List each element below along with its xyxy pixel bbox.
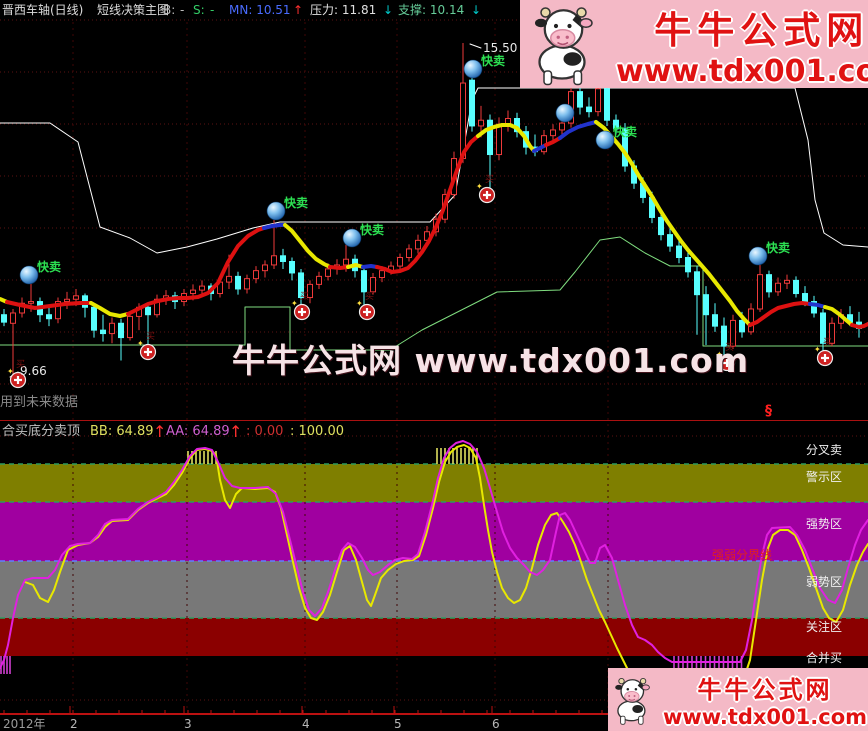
zone-label: 强势区: [806, 517, 843, 531]
range-max-value: : 100.00: [290, 424, 344, 439]
banner-site-name: 牛牛公式网: [697, 676, 833, 704]
svg-text:✦: ✦: [716, 350, 723, 359]
peak-price-label: 15.50: [483, 41, 518, 55]
b-label: B:: [163, 3, 176, 17]
svg-text:✦: ✦: [814, 345, 821, 354]
b-value: -: [180, 3, 185, 17]
center-watermark: 牛牛公式网 www.tdx001.com: [232, 341, 750, 380]
mn-up-arrow-icon: ↑: [293, 3, 304, 17]
watermark-banner-top: 牛牛公式网 www.tdx001.com: [520, 0, 868, 89]
aa-value: AA: 64.89: [166, 424, 230, 439]
cow-logo-icon: [535, 7, 593, 86]
s-value: -: [210, 3, 215, 17]
support-down-arrow-icon: ↓: [471, 3, 482, 17]
section-sign: §: [765, 403, 772, 419]
zone-label: 合并买: [806, 651, 843, 665]
low-price-label: 9.66: [20, 364, 47, 378]
zone-label: 分叉卖: [806, 443, 843, 457]
sell-signal-label: 快卖: [766, 241, 791, 255]
stock-title: 晋西车轴(日线): [2, 3, 84, 17]
month-label: 4: [302, 717, 310, 731]
svg-text:✦: ✦: [7, 367, 14, 376]
buy-signal-glyph: 买: [823, 338, 833, 348]
month-label: 3: [184, 717, 192, 731]
sell-signal-label: 快卖: [613, 125, 638, 139]
buy-signal-glyph: 买: [146, 332, 156, 342]
sell-signal-label: 快卖: [481, 54, 506, 68]
sell-signal-label: 快卖: [37, 260, 62, 274]
pressure-value: 压力: 11.81: [310, 3, 377, 17]
watermark-banner-bottom: 牛牛公式网 www.tdx001.com: [608, 668, 868, 731]
svg-text:✦: ✦: [476, 182, 483, 191]
future-data-warning: 用到未来数据: [0, 395, 79, 410]
svg-text:✦: ✦: [356, 299, 363, 308]
buy-signal-glyph: 买: [365, 292, 375, 302]
aa-up-arrow-icon: ↑: [229, 422, 243, 441]
month-label: 6: [492, 717, 500, 731]
svg-text:✦: ✦: [291, 299, 298, 308]
month-label: 2012年: [3, 717, 46, 731]
buy-signal-glyph: 买: [16, 360, 26, 370]
svg-text:✦: ✦: [137, 339, 144, 348]
cow-logo-icon: [615, 677, 650, 725]
month-label: 5: [394, 717, 402, 731]
sub-indicator-name: 合买底分卖顶: [2, 424, 81, 439]
zone-label: 弱势区: [806, 575, 843, 589]
banner-site-url: www.tdx001.com: [616, 53, 868, 89]
banner-site-name: 牛牛公式网: [654, 8, 868, 52]
buy-signal-glyph: 买: [725, 343, 735, 353]
buy-signal-glyph: 买: [485, 175, 495, 185]
support-value: 支撑: 10.14: [398, 3, 465, 17]
banner-site-url: www.tdx001.com: [662, 705, 868, 729]
range-min-value: : 0.00: [246, 424, 284, 439]
buy-signal-glyph: 买: [300, 292, 310, 302]
zone-label: 关注区: [806, 620, 843, 634]
sell-signal-label: 快卖: [284, 196, 309, 210]
sell-signal-label: 快卖: [360, 223, 385, 237]
bb-up-arrow-icon: ↑: [153, 422, 167, 441]
month-label: 2: [70, 717, 78, 731]
indicator-title: 短线决策主图: [97, 3, 170, 17]
s-label: S:: [193, 3, 205, 17]
pressure-down-arrow-icon: ↓: [383, 3, 394, 17]
mn-value: MN: 10.51: [229, 3, 291, 17]
strength-divider-label: 强弱分界线: [712, 548, 773, 562]
zone-label: 警示区: [806, 470, 843, 484]
bb-value: BB: 64.89: [90, 424, 154, 439]
